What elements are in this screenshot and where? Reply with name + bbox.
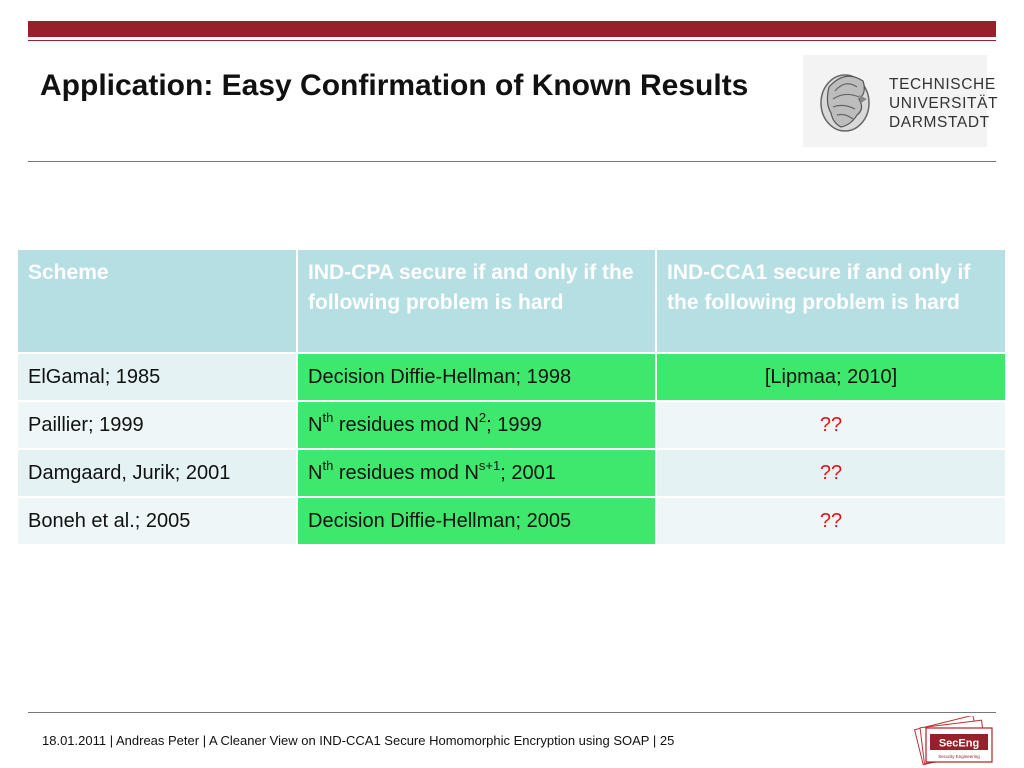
header-ind-cca1: IND-CCA1 secure if and only if the follo… xyxy=(656,250,1007,353)
cca-problem-cell: ?? xyxy=(656,400,1007,449)
results-table: Scheme IND-CPA secure if and only if the… xyxy=(18,250,1007,544)
table-row: ElGamal; 1985 Decision Diffie-Hellman; 1… xyxy=(18,352,1007,401)
cpa-text: ; 1999 xyxy=(486,414,542,436)
seceng-logo-subtext: Security Engineering xyxy=(938,754,980,759)
cpa-superscript: th xyxy=(322,410,334,425)
table-row: Boneh et al.; 2005 Decision Diffie-Hellm… xyxy=(18,496,1007,544)
top-accent-line xyxy=(28,40,996,41)
cpa-text: ; 2001 xyxy=(500,462,556,484)
cpa-text: N xyxy=(308,414,323,436)
cpa-superscript: 2 xyxy=(478,410,487,425)
slide-title: Application: Easy Confirmation of Known … xyxy=(40,69,749,102)
cpa-problem-cell: Decision Diffie-Hellman; 2005 xyxy=(297,496,657,544)
cpa-text: Decision Diffie-Hellman; 1998 xyxy=(308,366,572,388)
scheme-cell: Paillier; 1999 xyxy=(18,400,298,449)
top-accent-bar xyxy=(28,21,996,37)
seceng-logo-text: SecEng xyxy=(939,738,979,750)
table-row: Paillier; 1999 Nth residues mod N2; 1999… xyxy=(18,400,1007,449)
cpa-superscript: s+1 xyxy=(478,458,501,473)
scheme-cell: Damgaard, Jurik; 2001 xyxy=(18,448,298,497)
cpa-text: Decision Diffie-Hellman; 2005 xyxy=(308,510,572,532)
cca-problem-cell: [Lipmaa; 2010] xyxy=(656,352,1007,401)
header-ind-cpa: IND-CPA secure if and only if the follow… xyxy=(297,250,657,353)
cpa-text: N xyxy=(308,462,323,484)
university-logo: TECHNISCHE UNIVERSITÄT DARMSTADT xyxy=(803,55,997,147)
cpa-problem-cell: Nth residues mod N2; 1999 xyxy=(297,400,657,449)
footer-text: 18.01.2011 | Andreas Peter | A Cleaner V… xyxy=(42,733,675,748)
logo-line-2: UNIVERSITÄT xyxy=(889,95,999,112)
logo-line-1: TECHNISCHE xyxy=(889,76,996,93)
cpa-problem-cell: Nth residues mod Ns+1; 2001 xyxy=(297,448,657,497)
cca-problem-cell: ?? xyxy=(656,496,1007,544)
footer-divider xyxy=(28,712,996,713)
cpa-text: residues mod N xyxy=(333,414,479,436)
header-scheme: Scheme xyxy=(18,250,298,353)
scheme-cell: ElGamal; 1985 xyxy=(18,352,298,401)
cpa-problem-cell: Decision Diffie-Hellman; 1998 xyxy=(297,352,657,401)
cca-problem-cell: ?? xyxy=(656,448,1007,497)
cpa-text: residues mod N xyxy=(333,462,479,484)
title-divider xyxy=(28,161,996,162)
cpa-superscript: th xyxy=(322,458,334,473)
athena-head-icon xyxy=(820,74,870,132)
seceng-logo: SecEng Security Engineering xyxy=(913,716,993,766)
logo-line-3: DARMSTADT xyxy=(889,114,990,131)
table-row: Damgaard, Jurik; 2001 Nth residues mod N… xyxy=(18,448,1007,497)
scheme-cell: Boneh et al.; 2005 xyxy=(18,496,298,544)
table-header-row: Scheme IND-CPA secure if and only if the… xyxy=(18,250,1007,353)
